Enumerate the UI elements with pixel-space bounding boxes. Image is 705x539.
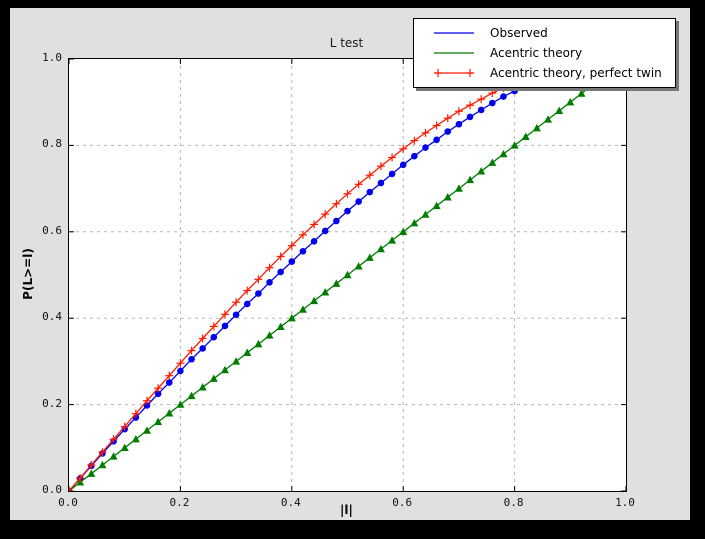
x-tick-label: 0.4: [280, 496, 301, 509]
legend-entry: Acentric theory, perfect twin: [414, 63, 675, 83]
series-acentric-theory-perfect-twin: [69, 67, 553, 491]
y-axis-label: P(L>=l): [21, 248, 35, 300]
y-tick-label: 0.8: [42, 137, 62, 151]
legend-label: Acentric theory, perfect twin: [490, 66, 662, 80]
plot-svg: [69, 59, 626, 491]
legend: Observed Acentric theory Acentric theory, …: [413, 18, 676, 88]
legend-line-sample: [434, 52, 474, 54]
y-tick-label: 0.0: [42, 483, 62, 496]
legend-entry: Observed: [414, 23, 675, 43]
series-acentric-theory: [69, 72, 608, 491]
x-tick-label: 0.8: [503, 496, 524, 509]
y-tick-label: 0.4: [42, 310, 62, 324]
series-observed: [69, 72, 552, 491]
x-axis-label: |l|: [340, 503, 353, 517]
legend-line-sample: [434, 69, 474, 77]
x-tick-label: 0.0: [58, 496, 78, 509]
x-tick-label: 1.0: [615, 496, 635, 509]
plot-area: [68, 58, 627, 492]
legend-label: Observed: [490, 26, 548, 40]
y-tick-label: 0.6: [42, 223, 62, 237]
gridlines: [69, 59, 626, 491]
x-tick-label: 0.2: [169, 496, 190, 509]
y-tick-label: 1.0: [42, 51, 62, 64]
figure-canvas: L test 0.0 0.2 0.4 0.6 0.8 1.0 0.0 0.2 0.4 0.6 0.…: [10, 8, 690, 520]
legend-label: Acentric theory: [490, 46, 583, 60]
y-tick-label: 0.2: [42, 396, 62, 410]
tick-marks: [69, 59, 626, 491]
x-tick-label: 0.6: [392, 496, 413, 509]
legend-entry: Acentric theory: [414, 43, 675, 63]
legend-line-sample: [434, 32, 474, 34]
chart-title: L test: [329, 36, 364, 50]
